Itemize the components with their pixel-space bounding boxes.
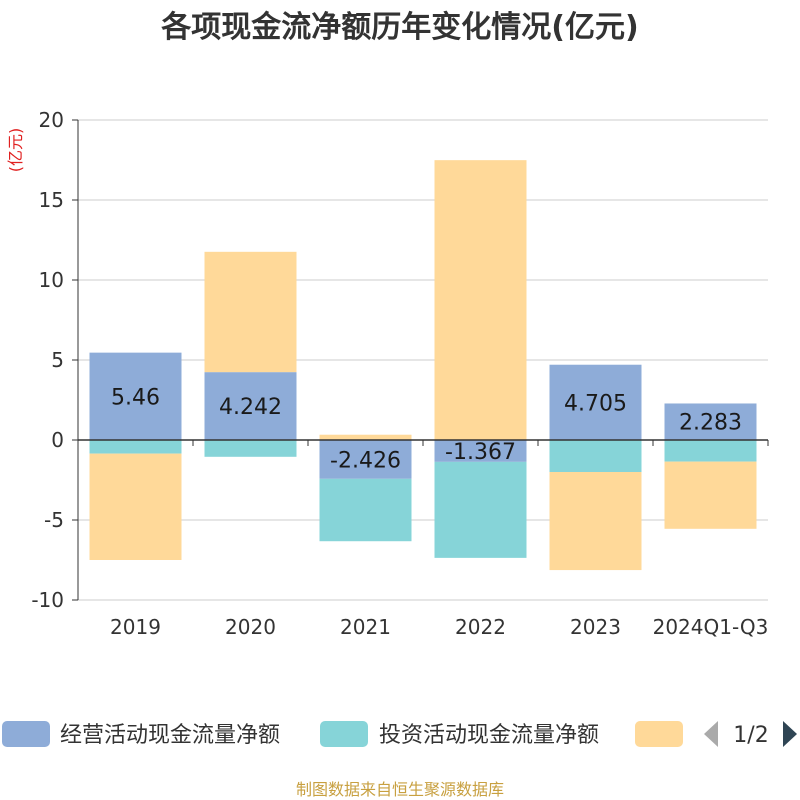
bar-series1[interactable]	[89, 352, 182, 440]
data-source: 制图数据来自恒生聚源数据库	[296, 780, 504, 799]
legend: 经营活动现金流量净额 投资活动现金流量净额 1/2	[2, 721, 797, 748]
legend-swatch-investing[interactable]	[320, 721, 368, 747]
bar-data-label: 2.283	[679, 411, 742, 436]
y-tick-label: 0	[51, 428, 64, 452]
bar-series2[interactable]	[549, 440, 642, 472]
x-tick-label: 2019	[110, 615, 161, 639]
bar-series2[interactable]	[89, 440, 182, 454]
y-tick-label: 20	[39, 108, 64, 132]
bar-data-label: 4.705	[564, 391, 627, 416]
y-axis-unit: (亿元)	[6, 128, 25, 173]
x-tick-label: 2024Q1-Q3	[653, 615, 769, 639]
bar-series3[interactable]	[434, 160, 527, 440]
bar-series1[interactable]	[664, 403, 757, 440]
y-tick-label: 5	[51, 348, 64, 372]
data-labels: 5.46 4.242 -2.426 -1.367 4.705 2.283	[111, 385, 742, 473]
axes: 20 15 10 5 0 -5 -10 2019 2020 2021 2022 2023 2024Q1-…	[31, 108, 769, 639]
bar-series3[interactable]	[89, 453, 182, 560]
bar-series2[interactable]	[434, 461, 527, 558]
legend-page-indicator: 1/2	[733, 723, 768, 748]
bar-data-label: -1.367	[445, 440, 516, 465]
legend-swatch-operating[interactable]	[2, 721, 50, 747]
x-tick-label: 2021	[340, 615, 391, 639]
x-tick-label: 2023	[570, 615, 621, 639]
bar-series1[interactable]	[204, 372, 297, 440]
bar-series3[interactable]	[204, 251, 297, 373]
bar-data-label: -2.426	[330, 448, 401, 473]
bar-data-label: 5.46	[111, 385, 160, 410]
bar-series3[interactable]	[319, 434, 412, 440]
bar-series1[interactable]	[319, 440, 412, 479]
legend-label-operating[interactable]: 经营活动现金流量净额	[60, 723, 280, 748]
bar-series1[interactable]	[434, 440, 527, 462]
bar-series2[interactable]	[204, 440, 297, 457]
y-tick-label: -10	[31, 588, 64, 612]
chart-title: 各项现金流净额历年变化情况(亿元)	[160, 10, 638, 45]
x-tick-label: 2022	[455, 615, 506, 639]
x-tick-label: 2020	[225, 615, 276, 639]
y-tick-label: 15	[39, 188, 64, 212]
legend-next-page-icon[interactable]	[783, 721, 797, 747]
legend-prev-page-icon[interactable]	[704, 721, 718, 747]
bar-series2[interactable]	[664, 440, 757, 462]
bars	[89, 160, 757, 571]
bar-series2[interactable]	[319, 478, 412, 542]
legend-swatch-financing[interactable]	[635, 721, 683, 747]
bar-series3[interactable]	[664, 461, 757, 529]
bar-series1[interactable]	[549, 364, 642, 440]
bar-series3[interactable]	[549, 472, 642, 571]
y-tick-label: 10	[39, 268, 64, 292]
grid-lines	[78, 119, 768, 601]
legend-label-investing[interactable]: 投资活动现金流量净额	[379, 723, 599, 748]
bar-data-label: 4.242	[219, 395, 282, 420]
y-tick-label: -5	[44, 508, 64, 532]
